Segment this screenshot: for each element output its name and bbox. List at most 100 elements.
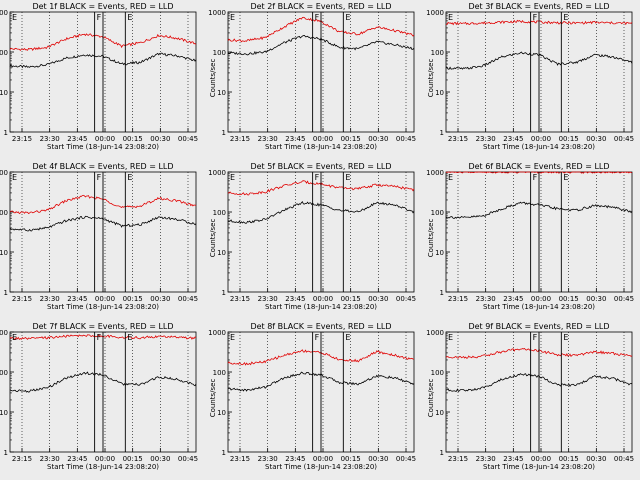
y-tick-label: 10 [0, 249, 8, 257]
y-tick-label: 100 [0, 369, 8, 377]
marker-label: F [97, 13, 102, 22]
x-axis-label: Start Time (18-Jun-14 23:08:20) [483, 463, 595, 471]
y-tick-label: 10 [217, 249, 226, 257]
x-tick-label: 00:00 [95, 295, 115, 303]
x-tick-label: 00:45 [178, 295, 198, 303]
x-tick-label: 00:30 [586, 455, 606, 463]
x-tick-label: 00:15 [559, 455, 579, 463]
x-tick-label: 00:15 [341, 455, 361, 463]
marker-label: F [533, 13, 538, 22]
y-tick-label: 1000 [426, 9, 444, 17]
x-tick-label: 00:15 [123, 135, 143, 143]
y-axis-label: Counts/sec [427, 219, 435, 258]
x-tick-label: 00:30 [368, 295, 388, 303]
y-tick-label: 100 [0, 209, 8, 217]
x-tick-label: 00:15 [341, 295, 361, 303]
x-tick-label: 00:30 [150, 455, 170, 463]
y-axis-label: Counts/sec [209, 379, 217, 418]
y-tick-label: 1000 [426, 329, 444, 337]
y-tick-label: 1 [4, 289, 8, 297]
y-tick-label: 1 [440, 449, 444, 457]
y-tick-label: 1000 [0, 329, 8, 337]
marker-label: E [127, 13, 132, 22]
marker-label: E [563, 13, 568, 22]
corner-marker-label: E [230, 173, 235, 182]
x-tick-label: 23:45 [67, 135, 87, 143]
x-tick-label: 00:45 [396, 295, 416, 303]
x-tick-label: 23:45 [503, 295, 523, 303]
panel-title: Det 4f BLACK = Events, RED = LLD [32, 162, 173, 171]
x-axis-label: Start Time (18-Jun-14 23:08:20) [47, 303, 159, 311]
x-tick-label: 23:45 [67, 295, 87, 303]
panel-det-8: Det 8f BLACK = Events, RED = LLD 1 10 100 10… [208, 322, 416, 471]
y-axis-label: Counts/sec [427, 379, 435, 418]
y-tick-label: 100 [431, 209, 444, 217]
x-tick-label: 00:15 [123, 455, 143, 463]
panel-det-2: Det 2f BLACK = Events, RED = LLD 1 10 100 10… [208, 2, 416, 151]
marker-label: E [345, 173, 350, 182]
panel-det-3: Det 3f BLACK = Events, RED = LLD 1 10 100 10… [426, 2, 634, 151]
y-tick-label: 1 [222, 289, 226, 297]
marker-label: F [315, 173, 320, 182]
panel-title: Det 6f BLACK = Events, RED = LLD [468, 162, 609, 171]
x-tick-label: 23:45 [67, 455, 87, 463]
x-tick-label: 00:15 [123, 295, 143, 303]
x-tick-label: 00:00 [313, 295, 333, 303]
x-tick-label: 23:15 [448, 295, 468, 303]
corner-marker-label: E [448, 173, 453, 182]
y-tick-label: 1 [4, 449, 8, 457]
x-tick-label: 23:15 [230, 455, 250, 463]
corner-marker-label: E [448, 13, 453, 22]
y-tick-label: 1 [222, 129, 226, 137]
marker-label: F [315, 13, 320, 22]
x-tick-label: 23:15 [448, 135, 468, 143]
marker-label: E [345, 13, 350, 22]
marker-label: F [533, 333, 538, 342]
x-tick-label: 00:15 [559, 135, 579, 143]
corner-marker-label: E [12, 333, 17, 342]
y-tick-label: 100 [213, 209, 226, 217]
panel-title: Det 5f BLACK = Events, RED = LLD [250, 162, 391, 171]
y-tick-label: 100 [213, 369, 226, 377]
x-tick-label: 23:15 [12, 135, 32, 143]
x-tick-label: 00:30 [150, 135, 170, 143]
y-tick-label: 1000 [0, 9, 8, 17]
y-tick-label: 100 [213, 49, 226, 57]
y-tick-label: 1 [440, 129, 444, 137]
x-tick-label: 23:30 [258, 455, 278, 463]
corner-marker-label: E [12, 173, 17, 182]
panel-det-5: Det 5f BLACK = Events, RED = LLD 1 10 100 10… [208, 162, 416, 311]
marker-label: F [97, 173, 102, 182]
y-tick-label: 10 [0, 409, 8, 417]
panel-det-6: Det 6f BLACK = Events, RED = LLD 1 10 100 10… [426, 162, 634, 311]
panel-det-9: Det 9f BLACK = Events, RED = LLD 1 10 100 10… [426, 322, 634, 471]
x-axis-label: Start Time (18-Jun-14 23:08:20) [483, 303, 595, 311]
x-tick-label: 23:30 [40, 295, 60, 303]
x-axis-label: Start Time (18-Jun-14 23:08:20) [47, 463, 159, 471]
panel-title: Det 8f BLACK = Events, RED = LLD [250, 322, 391, 331]
x-tick-label: 23:30 [40, 135, 60, 143]
corner-marker-label: E [230, 13, 235, 22]
x-tick-label: 00:30 [150, 295, 170, 303]
y-tick-label: 1 [4, 129, 8, 137]
panel-title: Det 7f BLACK = Events, RED = LLD [32, 322, 173, 331]
x-tick-label: 00:00 [95, 455, 115, 463]
x-tick-label: 00:45 [178, 135, 198, 143]
marker-label: E [563, 173, 568, 182]
x-tick-label: 23:15 [230, 295, 250, 303]
panel-title: Det 1f BLACK = Events, RED = LLD [32, 2, 173, 11]
y-axis-label: Counts/sec [209, 219, 217, 258]
y-tick-label: 10 [435, 89, 444, 97]
y-tick-label: 100 [0, 49, 8, 57]
panel-title: Det 3f BLACK = Events, RED = LLD [468, 2, 609, 11]
x-tick-label: 23:30 [476, 455, 496, 463]
x-tick-label: 00:00 [95, 135, 115, 143]
x-tick-label: 23:15 [448, 455, 468, 463]
y-tick-label: 10 [0, 89, 8, 97]
x-axis-label: Start Time (18-Jun-14 23:08:20) [47, 143, 159, 151]
x-tick-label: 23:30 [258, 295, 278, 303]
x-tick-label: 23:45 [285, 295, 305, 303]
x-tick-label: 00:45 [614, 135, 634, 143]
y-tick-label: 1 [440, 289, 444, 297]
